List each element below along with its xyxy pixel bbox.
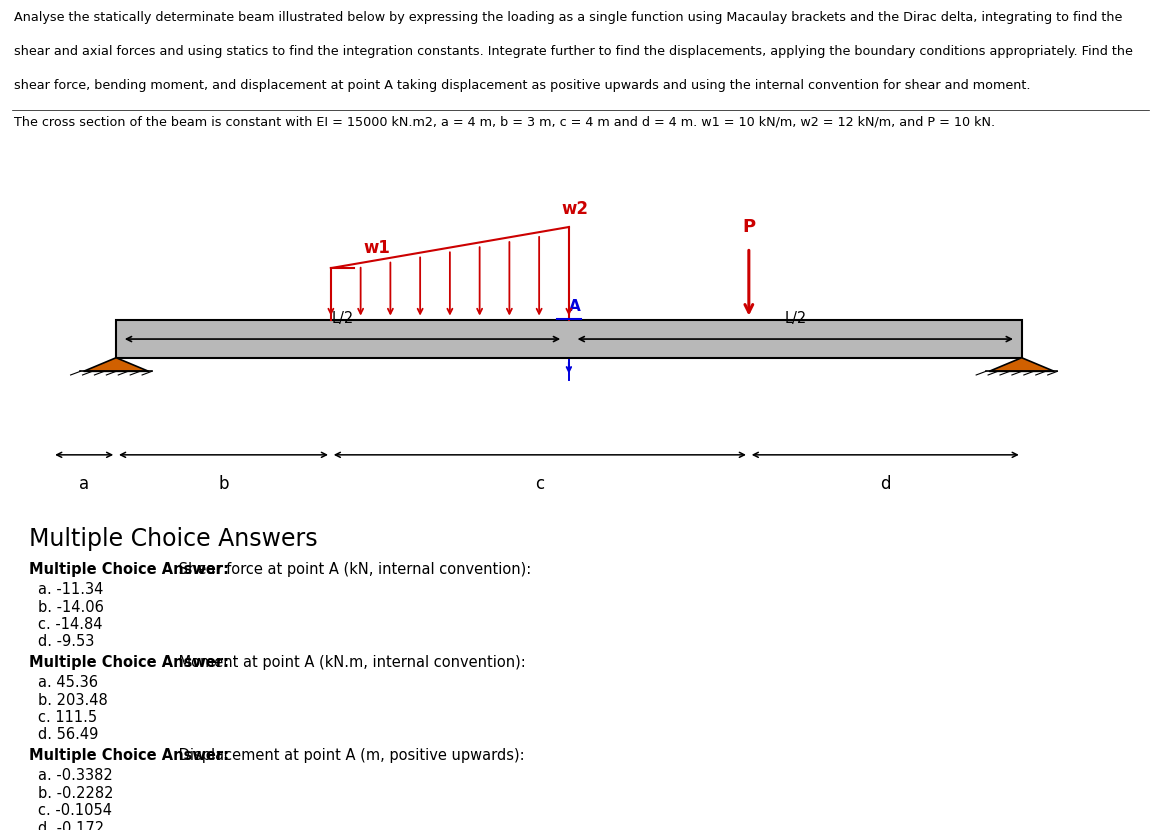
Text: Shear force at point A (kN, internal convention):: Shear force at point A (kN, internal con… bbox=[174, 562, 532, 577]
Text: Moment at point A (kN.m, internal convention):: Moment at point A (kN.m, internal conven… bbox=[174, 655, 526, 670]
Text: c. 111.5: c. 111.5 bbox=[38, 710, 98, 725]
Text: Analyse the statically determinate beam illustrated below by expressing the load: Analyse the statically determinate beam … bbox=[14, 12, 1123, 24]
Text: Multiple Choice Answer:: Multiple Choice Answer: bbox=[29, 655, 229, 670]
Text: w1: w1 bbox=[363, 239, 391, 256]
Text: b. -14.06: b. -14.06 bbox=[38, 600, 104, 615]
Text: Multiple Choice Answer:: Multiple Choice Answer: bbox=[29, 562, 229, 577]
Text: d. 56.49: d. 56.49 bbox=[38, 727, 99, 743]
Polygon shape bbox=[84, 358, 149, 371]
Text: c: c bbox=[535, 476, 545, 493]
Text: Multiple Choice Answers: Multiple Choice Answers bbox=[29, 527, 318, 551]
Text: d: d bbox=[880, 476, 890, 493]
Text: P: P bbox=[742, 218, 756, 237]
Text: Displacement at point A (m, positive upwards):: Displacement at point A (m, positive upw… bbox=[174, 748, 525, 763]
Text: b: b bbox=[218, 476, 229, 493]
Text: The cross section of the beam is constant with EI = 15000 kN.m2, a = 4 m, b = 3 : The cross section of the beam is constan… bbox=[14, 115, 995, 129]
Text: Multiple Choice Answer:: Multiple Choice Answer: bbox=[29, 748, 229, 763]
Text: shear force, bending moment, and displacement at point A taking displacement as : shear force, bending moment, and displac… bbox=[14, 79, 1031, 92]
Text: a. -11.34: a. -11.34 bbox=[38, 583, 103, 598]
Text: L/2: L/2 bbox=[784, 311, 807, 326]
Text: a. 45.36: a. 45.36 bbox=[38, 676, 99, 691]
Text: L/2: L/2 bbox=[331, 311, 354, 326]
Text: d. -0.172: d. -0.172 bbox=[38, 821, 104, 830]
Text: b. -0.2282: b. -0.2282 bbox=[38, 786, 114, 801]
Text: a: a bbox=[79, 476, 89, 493]
Text: shear and axial forces and using statics to find the integration constants. Inte: shear and axial forces and using statics… bbox=[14, 45, 1133, 58]
Text: w2: w2 bbox=[561, 200, 589, 217]
Text: a. -0.3382: a. -0.3382 bbox=[38, 769, 113, 784]
Polygon shape bbox=[989, 358, 1054, 371]
Bar bbox=[116, 320, 1022, 358]
Text: b. 203.48: b. 203.48 bbox=[38, 693, 108, 708]
Text: c. -14.84: c. -14.84 bbox=[38, 618, 103, 632]
Text: c. -0.1054: c. -0.1054 bbox=[38, 803, 113, 818]
Text: A: A bbox=[569, 299, 580, 314]
Text: d. -9.53: d. -9.53 bbox=[38, 634, 95, 649]
